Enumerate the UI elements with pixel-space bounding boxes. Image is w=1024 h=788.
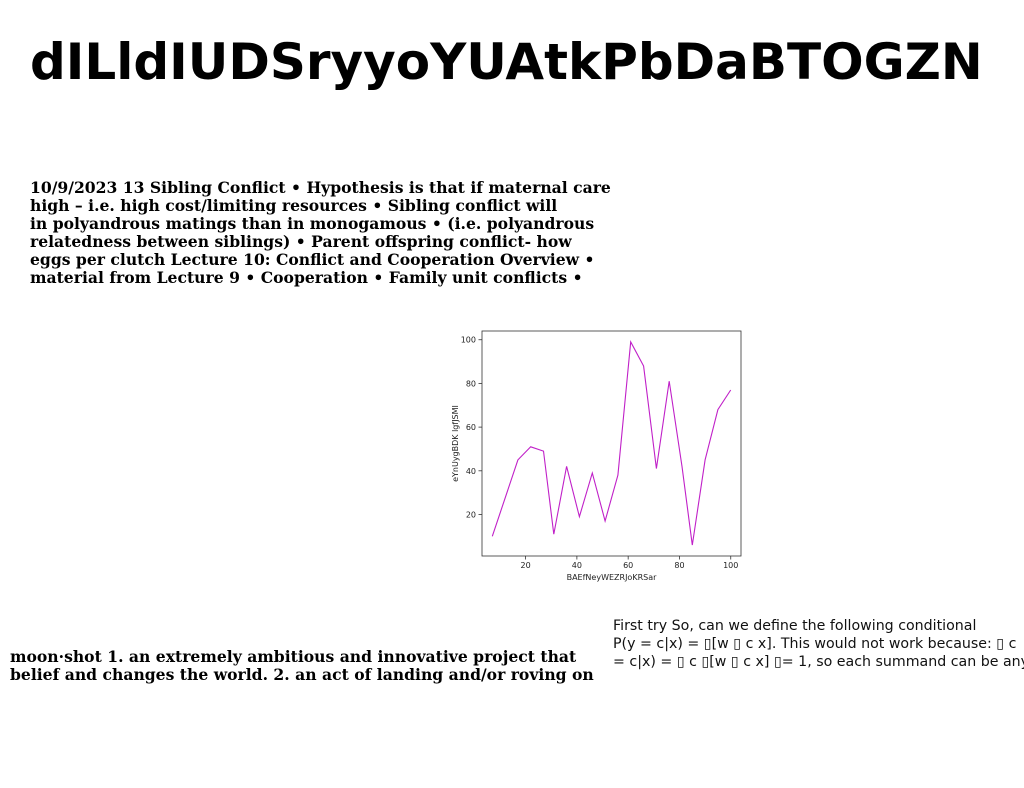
text-line: high – i.e. high cost/limiting resources…: [30, 196, 558, 215]
text-line: eggs per clutch Lecture 10: Conflict and…: [30, 250, 595, 269]
x-axis: 20 40 60 80 100: [521, 556, 738, 570]
math-paragraph: First try So, can we define the followin…: [613, 617, 1024, 671]
x-tick-label: 20: [521, 561, 531, 570]
text-line: 10/9/2023 13 Sibling Conflict • Hypothes…: [30, 178, 611, 197]
y-tick-label: 60: [466, 423, 476, 432]
series-line: [491, 340, 732, 546]
text-line: in polyandrous matings than in monogamou…: [30, 214, 595, 233]
x-tick-label: 40: [572, 561, 582, 570]
chart-canvas: 20 40 60 80 100 20 40 60 80 100 BAEfNeyWEZRJoKRS…: [451, 330, 742, 582]
x-tick-label: 80: [674, 561, 684, 570]
text-line: material from Lecture 9 • Cooperation • …: [30, 268, 583, 287]
plot-frame: [481, 330, 742, 557]
x-tick-label: 60: [623, 561, 633, 570]
page-title: dILldIUDSryyoYUAtkPbDaBTOGZN: [30, 33, 983, 91]
text-line: First try So, can we define the followin…: [613, 618, 977, 634]
text-line: P(y = c|x) = ▯[w ▯ c x]. This would not …: [613, 636, 1017, 652]
y-tick-label: 100: [461, 336, 476, 345]
text-line: = c|x) = ▯ c ▯[w ▯ c x] ▯= 1, so each su…: [613, 654, 1024, 670]
y-tick-label: 80: [466, 379, 476, 388]
definition-paragraph: moon·shot 1. an extremely ambitious and …: [10, 648, 610, 684]
x-axis-label: BAEfNeyWEZRJoKRSar: [567, 573, 658, 582]
y-axis-label: eYnUygBDK lgfJSMI: [451, 405, 460, 482]
y-tick-label: 40: [466, 467, 476, 476]
lecture-notes-paragraph: 10/9/2023 13 Sibling Conflict • Hypothes…: [30, 179, 650, 287]
line-chart: 20 40 60 80 100 20 40 60 80 100 BAEfNeyWEZRJoKRS…: [440, 318, 760, 590]
text-line: moon·shot 1. an extremely ambitious and …: [10, 647, 577, 666]
text-line: belief and changes the world. 2. an act …: [10, 665, 594, 684]
y-axis: 20 40 60 80 100: [461, 336, 482, 519]
text-line: relatedness between siblings) • Parent o…: [30, 232, 572, 251]
x-tick-label: 100: [723, 561, 738, 570]
y-tick-label: 20: [466, 510, 476, 519]
